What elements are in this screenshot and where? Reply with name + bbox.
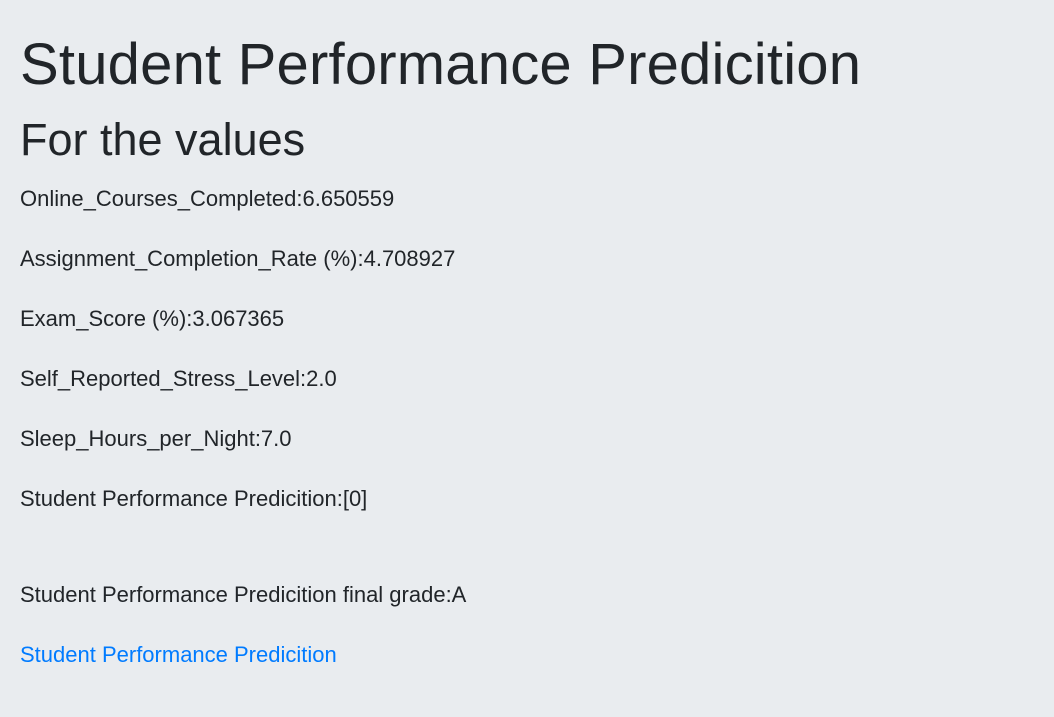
- prediction-link[interactable]: Student Performance Predicition: [20, 642, 337, 667]
- page-title: Student Performance Predicition: [20, 32, 862, 97]
- value-assignment-completion-rate: Assignment_Completion_Rate (%):4.708927: [20, 246, 456, 271]
- value-online-courses-completed: Online_Courses_Completed:6.650559: [20, 186, 395, 211]
- value-self-reported-stress-level: Self_Reported_Stress_Level:2.0: [20, 366, 337, 391]
- final-grade: Student Performance Predicition final gr…: [20, 582, 467, 607]
- prediction-result: Student Performance Predicition:[0]: [20, 486, 368, 511]
- value-sleep-hours-per-night: Sleep_Hours_per_Night:7.0: [20, 426, 292, 451]
- value-exam-score: Exam_Score (%):3.067365: [20, 306, 285, 331]
- page-subtitle: For the values: [20, 114, 306, 165]
